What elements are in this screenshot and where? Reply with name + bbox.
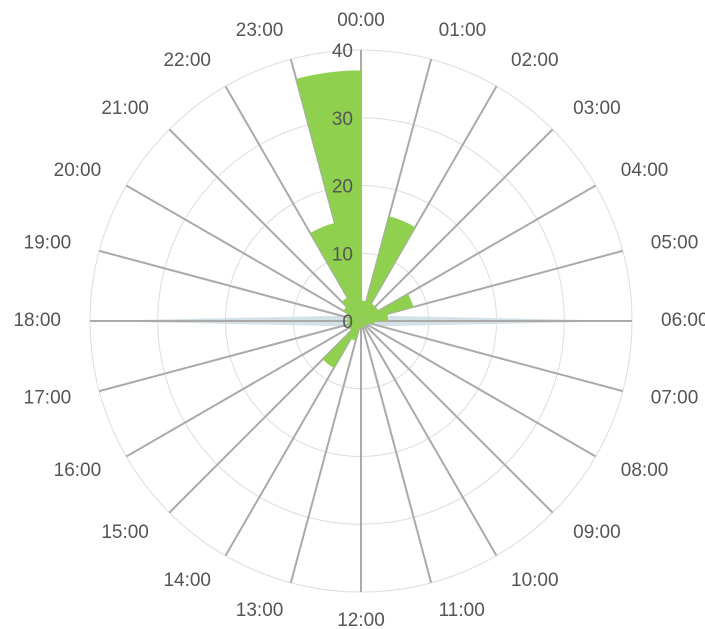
bar: [310, 222, 361, 321]
spoke: [360, 320, 433, 584]
angle-label: 21:00: [101, 98, 149, 119]
spoke: [360, 184, 597, 322]
bar: [341, 297, 361, 321]
spoke: [224, 85, 362, 322]
bar: [347, 314, 361, 321]
spoke: [98, 320, 362, 393]
bar: [361, 321, 375, 325]
angle-label: 23:00: [236, 20, 284, 41]
angle-label: 06:00: [661, 310, 705, 331]
angle-label: 13:00: [236, 600, 284, 621]
bar: [350, 321, 361, 341]
spoke: [168, 128, 362, 322]
angle-label: 19:00: [24, 232, 72, 253]
bar: [296, 70, 361, 321]
bar: [322, 321, 361, 368]
spoke: [125, 184, 362, 322]
spoke: [360, 320, 498, 557]
spoke: [360, 320, 554, 514]
radial-tick-label: 10: [332, 244, 353, 265]
angle-label: 00:00: [337, 10, 385, 31]
angle-label: 08:00: [621, 460, 669, 481]
bar: [361, 300, 367, 321]
angle-label: 02:00: [511, 50, 559, 71]
bar: [361, 313, 389, 321]
spoke: [289, 320, 362, 584]
spoke: [360, 128, 554, 322]
angle-label: 10:00: [511, 570, 559, 591]
bar: [349, 321, 361, 331]
bar: [361, 306, 379, 321]
radial-tick-label: 20: [332, 177, 353, 198]
angle-label: 17:00: [24, 388, 72, 409]
radial-tick-label: 0: [342, 312, 353, 333]
angle-label: 16:00: [54, 460, 102, 481]
angle-label: 03:00: [573, 98, 621, 119]
bar: [361, 293, 414, 321]
bar: [361, 321, 367, 326]
angle-label: 04:00: [621, 160, 669, 181]
bar: [361, 216, 416, 321]
radial-tick-label: 40: [332, 41, 353, 62]
angle-label: 15:00: [101, 522, 149, 543]
spoke: [360, 320, 597, 458]
angle-label: 11:00: [439, 600, 485, 621]
angle-label: 09:00: [573, 522, 621, 543]
bar: [361, 303, 376, 321]
angle-label: 05:00: [651, 232, 699, 253]
radial-tick-label: 30: [332, 109, 353, 130]
angle-label: 01:00: [439, 20, 487, 41]
spoke: [98, 249, 362, 322]
angle-label: 20:00: [54, 160, 102, 181]
angle-label: 12:00: [337, 610, 385, 629]
angle-label: 18:00: [13, 310, 61, 331]
bar: [343, 306, 361, 321]
bar: [361, 321, 366, 327]
spoke: [360, 85, 498, 322]
bar: [347, 321, 361, 328]
bar: [361, 321, 365, 328]
spoke: [125, 320, 362, 458]
angle-label: 14:00: [163, 570, 211, 591]
angle-label: 22:00: [163, 50, 211, 71]
angle-label: 07:00: [651, 388, 699, 409]
bar: [347, 317, 361, 321]
bar: [347, 321, 361, 325]
spoke: [360, 320, 624, 393]
bar: [361, 321, 363, 328]
bar: [359, 321, 361, 328]
bar: [361, 321, 368, 325]
